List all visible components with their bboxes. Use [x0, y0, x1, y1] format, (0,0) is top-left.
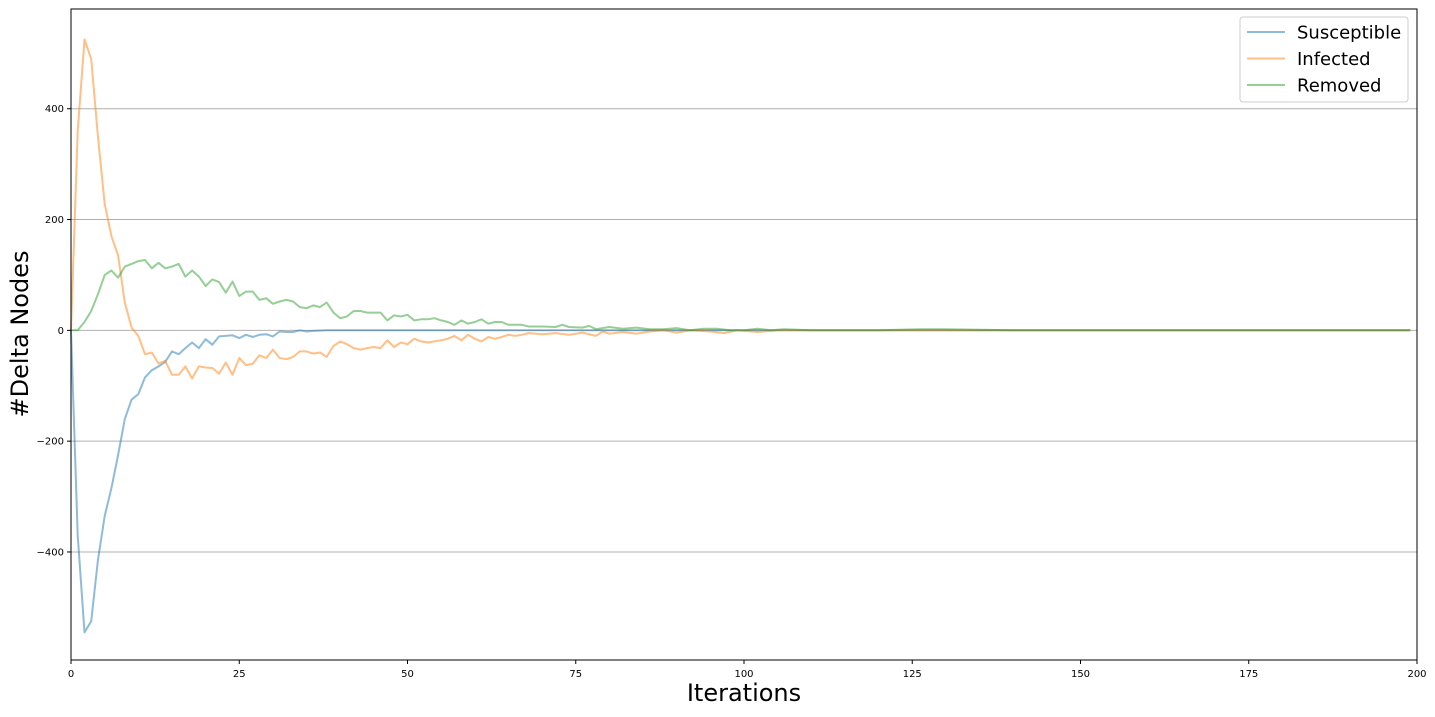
y-axis-ticks: −400 −200 0 200 400: [37, 104, 71, 558]
x-tick-label: 150: [1071, 669, 1090, 680]
x-tick-label: 50: [401, 669, 414, 680]
x-axis-ticks: 0 25 50 75 100 125 150 175 200: [68, 660, 1427, 680]
x-tick-label: 0: [68, 669, 74, 680]
y-tick-label: 200: [45, 215, 64, 226]
series-line-susceptible: [70, 329, 1411, 634]
y-tick-label: 0: [58, 326, 64, 337]
legend: Susceptible Infected Removed: [1239, 16, 1409, 103]
x-tick-label: 75: [569, 669, 582, 680]
series-lines: [70, 38, 1411, 634]
x-tick-label: 100: [734, 669, 753, 680]
plot-frame: [70, 8, 1418, 661]
x-tick-label: 200: [1407, 669, 1426, 680]
series-line-removed: [71, 259, 1411, 332]
x-axis-label: Iterations: [687, 679, 801, 707]
legend-box: [1239, 16, 1409, 103]
legend-label-infected: Infected: [1297, 49, 1371, 70]
legend-label-removed: Removed: [1297, 76, 1381, 97]
x-tick-label: 125: [903, 669, 922, 680]
legend-label-susceptible: Susceptible: [1297, 23, 1401, 44]
y-tick-label: 400: [45, 104, 64, 115]
y-axis-label: #Delta Nodes: [6, 251, 34, 418]
series-line-infected: [70, 38, 1411, 380]
y-tick-label: −400: [37, 547, 64, 558]
x-tick-label: 25: [233, 669, 246, 680]
y-tick-label: −200: [37, 437, 64, 448]
x-tick-label: 175: [1239, 669, 1258, 680]
